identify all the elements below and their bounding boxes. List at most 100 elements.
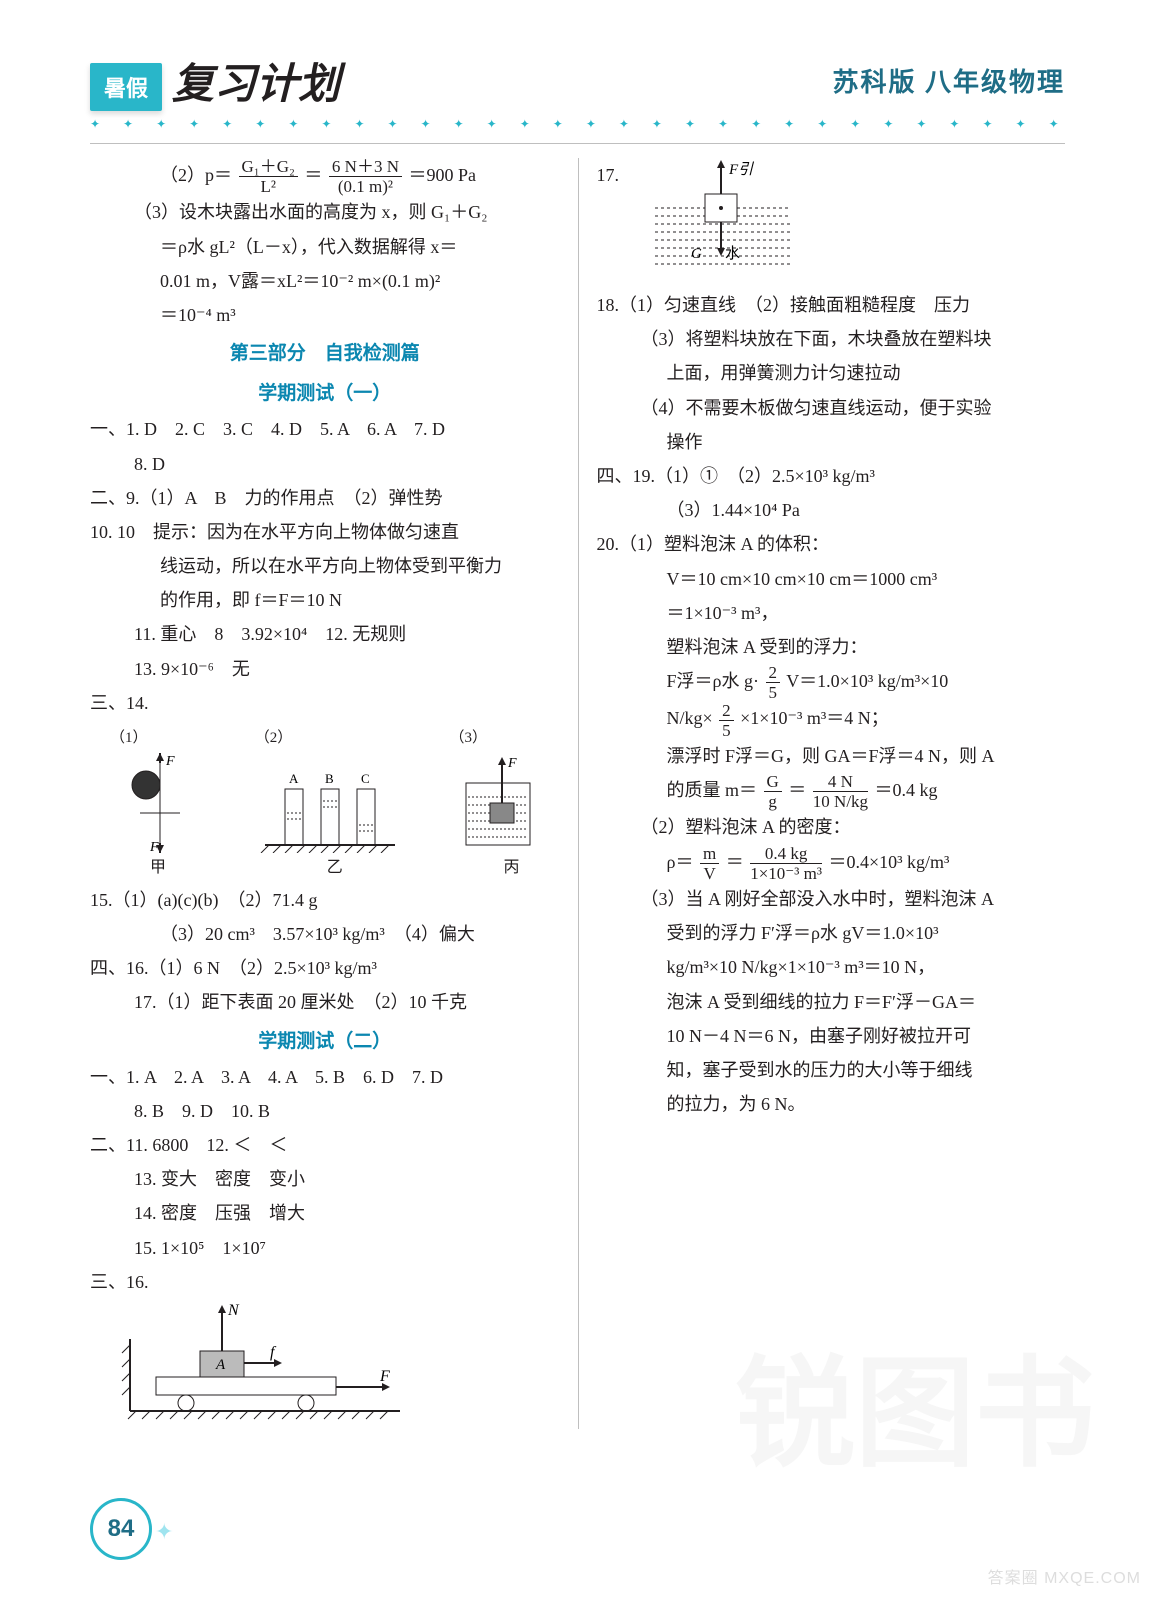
badge-summer: 暑假: [90, 63, 162, 111]
text-line: 四、16.（1）6 N （2）2.5×10³ kg/m³: [90, 951, 560, 985]
fraction: 0.4 kg1×10⁻³ m³: [750, 845, 822, 882]
star-divider: ✦ ✦ ✦ ✦ ✦ ✦ ✦ ✦ ✦ ✦ ✦ ✦ ✦ ✦ ✦ ✦ ✦ ✦ ✦ ✦ …: [90, 117, 1065, 135]
text-line: 泡沫 A 受到细线的拉力 F＝F′浮－GA＝: [597, 985, 1066, 1019]
text: ＝: [304, 165, 322, 185]
diagram-svg: F F: [110, 753, 210, 853]
text: V＝1.0×10³ kg/m³×10: [786, 671, 948, 691]
text-line: 二、9.（1）A B 力的作用点 （2）弹性势: [90, 481, 560, 515]
text-line: （3）20 cm³ 3.57×10³ kg/m³ （4）偏大: [90, 917, 560, 951]
text-line: 塑料泡沫 A 受到的浮力：: [597, 630, 1066, 664]
text: F浮＝ρ水 g·: [667, 671, 760, 691]
numerator: 0.4 kg: [750, 845, 822, 864]
diagram-14: （1） F F （2）: [90, 720, 560, 853]
text-line: 8. B 9. D 10. B: [90, 1094, 560, 1128]
text: ×1×10⁻³ m³＝4 N；: [740, 708, 889, 728]
text: ＝: [726, 852, 744, 872]
text-line: （2）塑料泡沫 A 的密度：: [597, 810, 1066, 844]
text-line: （3）设木块露出水面的高度为 x，则 G₁＋G₂: [90, 195, 560, 229]
text-line: 17.（1）距下表面 20 厘米处 （2）10 千克: [90, 985, 560, 1019]
tube-label: B: [325, 771, 334, 786]
svg-text:F: F: [149, 840, 159, 853]
text-line: 10. 10 提示：因为在水平方向上物体做匀速直: [90, 515, 560, 549]
page-title: 复习计划: [172, 50, 340, 111]
text-line: 20.（1）塑料泡沫 A 的体积：: [597, 527, 1066, 561]
label: 水: [725, 245, 740, 262]
fraction: 6 N＋3 N(0.1 m)²: [329, 158, 402, 195]
text-line: 一、1. A 2. A 3. A 4. A 5. B 6. D 7. D: [90, 1060, 560, 1094]
text-line: 11. 重心 8 3.92×10⁴ 12. 无规则: [90, 617, 560, 651]
svg-text:F: F: [507, 756, 517, 771]
text: N/kg×: [667, 708, 713, 728]
denominator: V: [700, 864, 719, 882]
label: f: [270, 1344, 277, 1361]
text-line: ＝ρ水 gL²（L－x），代入数据解得 x＝: [90, 230, 560, 264]
numerator: 4 N: [813, 773, 868, 792]
text-line: 15.（1）(a)(c)(b) （2）71.4 g: [90, 883, 560, 917]
text-line: （3）当 A 刚好全部没入水中时，塑料泡沫 A: [597, 882, 1066, 916]
text-line: 17.: [597, 158, 641, 192]
text-line: 13. 9×10⁻⁶ 无: [90, 652, 560, 686]
svg-text:F: F: [165, 754, 175, 769]
text-line: 线运动，所以在水平方向上物体受到平衡力: [90, 549, 560, 583]
text-line: 一、1. D 2. C 3. C 4. D 5. A 6. A 7. D: [90, 412, 560, 446]
text-line: 13. 变大 密度 变小: [90, 1162, 560, 1196]
text-line: 8. D: [90, 447, 560, 481]
text-line: ＝10⁻⁴ m³: [90, 298, 560, 332]
text-line: 四、19.（1）① （2）2.5×10³ kg/m³: [597, 459, 1066, 493]
text-line: （2）p＝ G₁＋G₂L² ＝ 6 N＋3 N(0.1 m)² ＝900 Pa: [90, 158, 560, 195]
fraction: G₁＋G₂L²: [239, 158, 298, 195]
label: A: [215, 1357, 226, 1373]
text-line: 18.（1）匀速直线 （2）接触面粗糙程度 压力: [597, 288, 1066, 322]
diagram-16-svg: A N f F: [120, 1299, 420, 1429]
text: ρ＝: [667, 852, 694, 872]
watermark-small: 答案圈 MXQE.COM: [988, 1564, 1141, 1588]
tube-label: C: [361, 771, 370, 786]
text-line: 0.01 m，V露＝xL²＝10⁻² m×(0.1 m)²: [90, 264, 560, 298]
diagram-label: （2）: [255, 724, 405, 753]
label: G: [691, 246, 702, 262]
text: ＝900 Pa: [408, 165, 476, 185]
text-line: 受到的浮力 F′浮＝ρ水 gV＝1.0×10³: [597, 916, 1066, 950]
caption: 乙: [327, 853, 343, 883]
text-line: F浮＝ρ水 g· 25 V＝1.0×10³ kg/m³×10: [597, 664, 1066, 701]
section-heading: 学期测试（一）: [90, 376, 560, 412]
diagram-14-3: （3） F: [450, 724, 550, 853]
diagram-label: （3）: [450, 724, 550, 753]
label: N: [227, 1302, 240, 1319]
text-line: 上面，用弹簧测力计匀速拉动: [597, 356, 1066, 390]
label: F引: [728, 161, 754, 178]
caption: 甲: [150, 853, 166, 883]
numerator: G₁＋G₂: [239, 158, 298, 177]
text-line: kg/m³×10 N/kg×1×10⁻³ m³＝10 N，: [597, 950, 1066, 984]
text-line: （3）1.44×10⁴ Pa: [597, 493, 1066, 527]
denominator: 5: [766, 683, 781, 701]
text-line: ＝1×10⁻³ m³，: [597, 596, 1066, 630]
tube-label: A: [289, 771, 299, 786]
text-line: 15. 1×10⁵ 1×10⁷: [90, 1231, 560, 1265]
denominator: (0.1 m)²: [329, 177, 402, 195]
diagram-svg: A B C: [255, 753, 405, 853]
text-line: 三、14.: [90, 686, 560, 720]
text-line: 操作: [597, 425, 1066, 459]
diagram-17-svg: F引 G 水: [641, 158, 811, 288]
text-line: 知，塞子受到水的压力的大小等于细线: [597, 1053, 1066, 1087]
diagram-svg: F: [450, 753, 550, 853]
text-line: 的质量 m＝ Gg ＝ 4 N10 N/kg ＝0.4 kg: [597, 773, 1066, 810]
text-line: （3）将塑料块放在下面，木块叠放在塑料块: [597, 322, 1066, 356]
page-header: 暑假 复习计划 苏科版 八年级物理: [0, 0, 1155, 111]
text-line: 三、16.: [90, 1265, 560, 1299]
numerator: 6 N＋3 N: [329, 158, 402, 177]
right-column: 17. F引 G 水 18.（1）匀速直线 （2）接: [578, 158, 1066, 1429]
text: ＝: [788, 780, 806, 800]
denominator: 5: [719, 721, 734, 739]
footer-decoration: ✦: [155, 1519, 173, 1545]
fraction: 25: [719, 702, 734, 739]
text-line: 10 N－4 N＝6 N，由塞子刚好被拉开可: [597, 1019, 1066, 1053]
figure-captions: 甲 乙 丙: [90, 853, 560, 883]
denominator: g: [764, 792, 782, 810]
diagram-14-2: （2）: [255, 724, 405, 853]
denominator: 1×10⁻³ m³: [750, 864, 822, 882]
text-line: 的拉力，为 6 N。: [597, 1087, 1066, 1121]
text-line: 14. 密度 压强 增大: [90, 1196, 560, 1230]
text-line: 二、11. 6800 12. ＜ ＜: [90, 1128, 560, 1162]
